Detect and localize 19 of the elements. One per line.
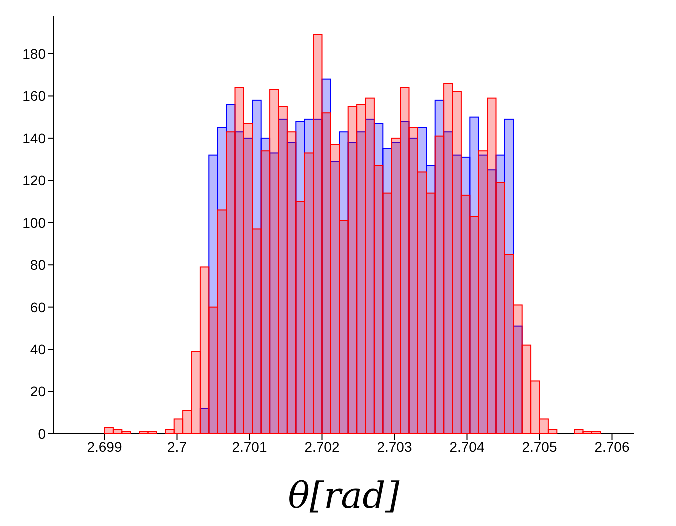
- x-axis-title: θ[rad]: [288, 476, 401, 517]
- y-tick-label: 120: [22, 172, 46, 189]
- x-tick-label: 2.705: [522, 438, 558, 455]
- y-tick-label: 80: [30, 257, 46, 274]
- x-tick-label: 2.702: [304, 438, 340, 455]
- x-tick-label: 2.704: [450, 438, 485, 455]
- y-tick-label: 60: [30, 299, 46, 316]
- x-tick-label: 2.706: [594, 438, 630, 455]
- y-tick-label: 40: [30, 342, 46, 358]
- y-tick-label: 20: [30, 384, 46, 400]
- y-tick-label: 100: [22, 214, 46, 231]
- x-tick-label: 2.7: [168, 438, 188, 455]
- y-tick-label: 0: [38, 426, 46, 442]
- x-tick-label: 2.699: [87, 438, 122, 455]
- y-tick-label: 160: [22, 88, 46, 104]
- x-tick-label: 2.701: [232, 438, 268, 455]
- x-tick-label: 2.703: [377, 438, 412, 455]
- y-tick-label: 140: [22, 130, 46, 146]
- y-tick-label: 180: [22, 46, 46, 62]
